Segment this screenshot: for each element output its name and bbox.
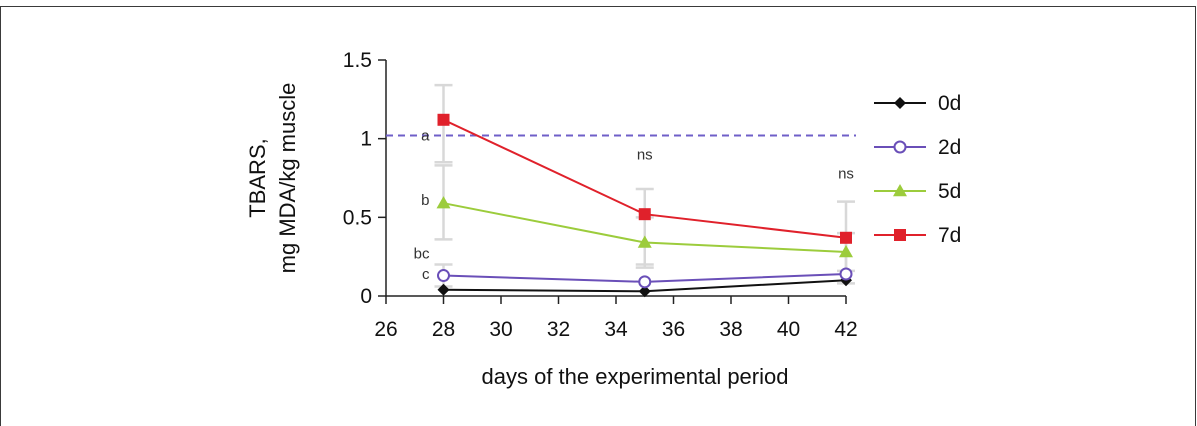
x-tick-label: 38 (719, 318, 742, 341)
y-tick-label: 1 (360, 128, 372, 151)
series-5d (436, 196, 853, 258)
annotation-label: a (421, 128, 430, 145)
data-point-7d (638, 208, 651, 221)
annotation-label: b (421, 192, 429, 209)
x-tick-label: 34 (604, 318, 628, 341)
legend-marker (894, 229, 906, 241)
y-tick-label: 1.5 (343, 49, 372, 72)
x-axis-title: days of the experimental period (482, 364, 789, 389)
legend-label: 7d (938, 224, 961, 247)
x-tick-label: 42 (834, 318, 857, 341)
data-point-5d (436, 196, 451, 209)
annotation-label: bc (414, 246, 430, 263)
x-tick-label: 40 (777, 318, 800, 341)
y-tick-label: 0.5 (343, 206, 372, 229)
data-point-5d (637, 235, 652, 248)
data-point-2d (839, 267, 853, 281)
x-tick-label: 26 (374, 318, 397, 341)
figure-frame (0, 6, 1196, 426)
x-tick-label: 30 (489, 318, 512, 341)
data-point-2d (638, 275, 652, 289)
data-point-0d (638, 285, 651, 298)
x-tick-label: 28 (432, 318, 455, 341)
x-tick-label: 36 (662, 318, 685, 341)
data-point-2d (437, 269, 450, 283)
legend-item-2d: 2d (874, 136, 961, 159)
series-2d (437, 267, 853, 289)
legend-item-7d: 7d (874, 224, 961, 247)
legend-item-0d: 0d (874, 92, 961, 115)
y-axis-title-line1: TBARS, (245, 138, 270, 217)
data-point-7d (840, 231, 852, 244)
series-0d (437, 274, 852, 298)
data-point-5d (839, 244, 853, 258)
legend-label: 2d (938, 136, 961, 159)
y-axis: 0 0.5 1 1.5 (343, 49, 387, 308)
data-point-7d (437, 113, 450, 126)
x-axis: 26 28 30 32 34 36 38 40 42 (374, 295, 858, 341)
annotation-label: ns (838, 165, 854, 182)
data-point-0d (437, 283, 450, 296)
legend-label: 5d (938, 180, 961, 203)
legend: 0d 2d 5d 7d (874, 92, 961, 247)
legend-item-5d: 5d (874, 180, 961, 203)
legend-marker (894, 97, 906, 109)
legend-marker (893, 184, 907, 197)
legend-label: 0d (938, 92, 961, 115)
y-axis-title-line2: mg MDA/kg muscle (275, 83, 300, 274)
x-tick-label: 32 (547, 318, 570, 341)
error-bars (434, 83, 855, 288)
annotation-label: ns (637, 146, 653, 163)
annotations: a b bc c ns ns (414, 128, 854, 283)
annotation-label: c (422, 266, 430, 283)
y-tick-label: 0 (360, 285, 372, 308)
legend-marker (893, 140, 907, 154)
series-group (436, 113, 853, 298)
series-7d (437, 113, 852, 244)
